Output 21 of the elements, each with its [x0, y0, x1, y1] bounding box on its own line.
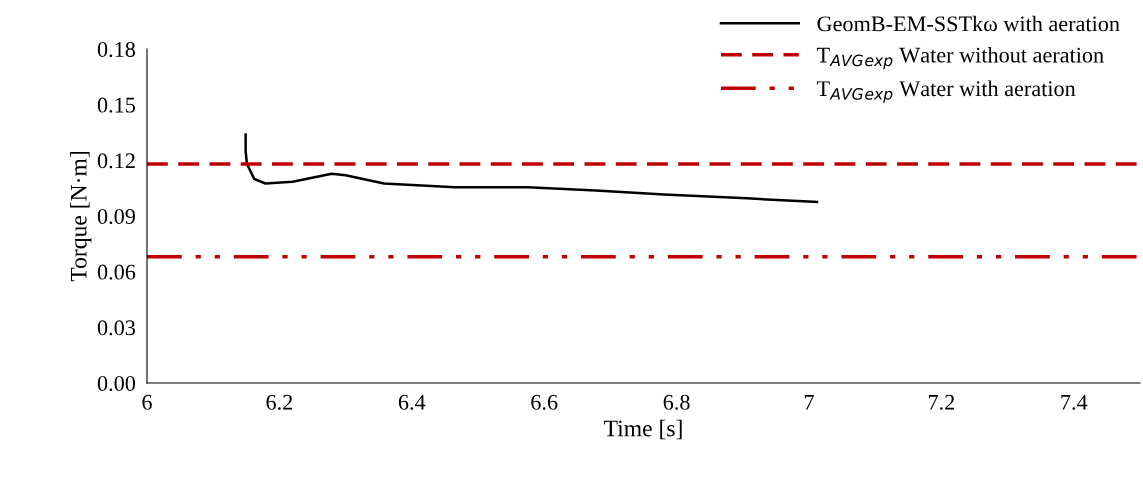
x-tick-label: 6.8 [663, 394, 690, 410]
x-tick-label: 6.4 [398, 394, 426, 410]
y-tick-label: 0.09 [97, 208, 135, 225]
legend-label: GeomB-EM-SSTkω with aeration [817, 15, 1120, 32]
y-tick-label: 0.03 [97, 320, 136, 336]
y-tick-label: 0.00 [97, 375, 136, 392]
y-tick-label: 0.15 [97, 97, 136, 113]
x-tick-label: 6 [142, 394, 152, 410]
y-tick-label: 0.06 [97, 264, 136, 280]
legend-label: T$_{AVGexp}$ Water with aeration [816, 80, 1076, 103]
line-series [244, 133, 819, 204]
x-tick-label: 7.2 [928, 394, 955, 410]
x-tick-label: 7 [804, 394, 814, 410]
x-tick-label: 6.6 [531, 394, 558, 410]
x-axis-title: Time [s] [604, 419, 682, 440]
x-tick-label: 6.2 [266, 394, 293, 410]
y-tick-label: 0.18 [97, 41, 136, 58]
y-tick-label: 0.12 [97, 153, 135, 169]
x-tick-label: 7.4 [1061, 394, 1088, 410]
legend-label: T$_{AVGexp}$ Water without aeration [816, 46, 1104, 70]
y-axis-title: Torque [N·m] [70, 152, 92, 282]
